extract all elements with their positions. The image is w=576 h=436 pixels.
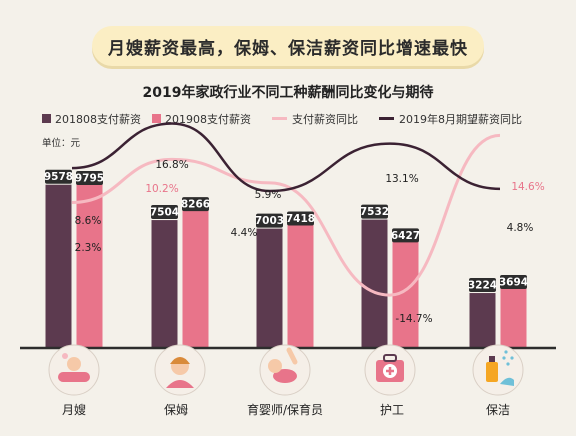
- value-label-text: 8266: [181, 199, 210, 211]
- value-label-text: 7504: [150, 207, 179, 219]
- bar-value-label: 3224: [468, 278, 497, 293]
- bar-value-label: 7003: [255, 213, 284, 228]
- value-label-box: [151, 205, 178, 220]
- pct-label: 8.6%: [75, 215, 102, 227]
- value-label-box: [500, 275, 527, 290]
- pct-label: 2.3%: [75, 242, 102, 254]
- chart-title: 2019年家政行业不同工种薪酬同比变化与期待: [143, 84, 434, 101]
- bar-2-3: [287, 221, 314, 348]
- bar-2-2: [182, 207, 209, 348]
- category-label: 护工: [380, 403, 404, 417]
- value-label-text: 6427: [391, 230, 420, 242]
- bar-1-3: [256, 228, 283, 348]
- value-label-box: [45, 169, 72, 184]
- unit-label: 单位：元: [42, 137, 81, 149]
- legend-label: 201908支付薪资: [165, 113, 251, 126]
- value-label-box: [392, 228, 419, 243]
- legend-label: 2019年8月期望薪资同比: [399, 112, 522, 126]
- legend-item-3: 支付薪资同比: [272, 113, 358, 126]
- category-label: 月嫂: [62, 403, 86, 417]
- pct-label: -14.7%: [395, 313, 432, 325]
- nanny-icon: [154, 344, 206, 396]
- bar-1-5: [469, 293, 496, 348]
- legend-item-1: 201808支付薪资: [42, 113, 141, 126]
- value-label-text: 9578: [44, 171, 73, 183]
- pct-label: 13.1%: [385, 173, 418, 185]
- pct-label: 4.4%: [231, 227, 258, 239]
- chart-legend: 201808支付薪资 201908支付薪资 支付薪资同比 2019年8月期望薪资同比: [42, 112, 522, 126]
- baby-bath-icon: [48, 344, 100, 396]
- category-label: 育婴师/保育员: [247, 402, 323, 417]
- line-group: 2.3% 10.2% 5.9% -14.7% 14.6% 8.6% 16.8% 4.4% 13.…: [71, 122, 545, 325]
- legend-swatch: [152, 114, 161, 123]
- category-label: 保洁: [486, 403, 510, 417]
- pct-label: 16.8%: [155, 159, 188, 171]
- pct-label: 5.9%: [255, 189, 282, 201]
- legend-swatch: [42, 114, 51, 123]
- legend-label: 201808支付薪资: [55, 113, 141, 126]
- bar-group: [45, 181, 527, 348]
- baby-crawling-icon: [259, 344, 311, 396]
- value-label-box: [469, 278, 496, 293]
- legend-item-4: 2019年8月期望薪资同比: [379, 112, 522, 126]
- category-icons: [48, 344, 524, 396]
- headline-text: 月嫂薪资最高，保姆、保洁薪资同比增速最快: [108, 38, 468, 59]
- value-label-text: 7532: [360, 206, 389, 218]
- bar-value-label: 3694: [499, 275, 528, 290]
- pct-label: 4.8%: [507, 222, 534, 234]
- bar-1-1: [45, 184, 72, 348]
- bar-1-4: [361, 219, 388, 348]
- value-label-text: 7003: [255, 215, 284, 227]
- bar-value-label: 7504: [150, 205, 179, 220]
- line-series-2: [71, 122, 501, 193]
- bar-1-2: [151, 220, 178, 348]
- first-aid-kit-icon: [364, 344, 416, 396]
- bar-2-1: [76, 181, 103, 348]
- value-label-box: [182, 197, 209, 212]
- headline-banner: 月嫂薪资最高，保姆、保洁薪资同比增速最快: [92, 26, 484, 66]
- value-label-box: [76, 171, 103, 185]
- value-label-box: [287, 211, 314, 226]
- bar-value-label: 7532: [360, 204, 389, 219]
- bar-value-label: 7418: [286, 211, 315, 226]
- category-labels: 月嫂 保姆 育婴师/保育员 护工 保洁: [62, 402, 510, 417]
- value-label-text: 9795: [75, 173, 104, 185]
- value-label-text: 3694: [499, 277, 528, 289]
- value-label-box: [256, 213, 283, 228]
- bar-2-5: [500, 285, 527, 348]
- pct-label: 14.6%: [511, 181, 544, 193]
- bar-value-label: 8266: [181, 197, 210, 212]
- line-series-1: [71, 133, 501, 297]
- bar-value-label: 9795: [75, 171, 104, 185]
- bar-value-label: 6427: [391, 228, 420, 243]
- category-label: 保姆: [164, 403, 188, 417]
- legend-item-2: 201908支付薪资: [152, 113, 251, 126]
- bar-value-label: 9578: [44, 169, 73, 184]
- value-label-text: 7418: [286, 213, 315, 225]
- value-label-box: [361, 204, 388, 219]
- legend-label: 支付薪资同比: [292, 113, 358, 126]
- cleaning-spray-icon: [472, 344, 524, 396]
- value-label-text: 3224: [468, 280, 497, 292]
- pct-label: 10.2%: [145, 183, 178, 195]
